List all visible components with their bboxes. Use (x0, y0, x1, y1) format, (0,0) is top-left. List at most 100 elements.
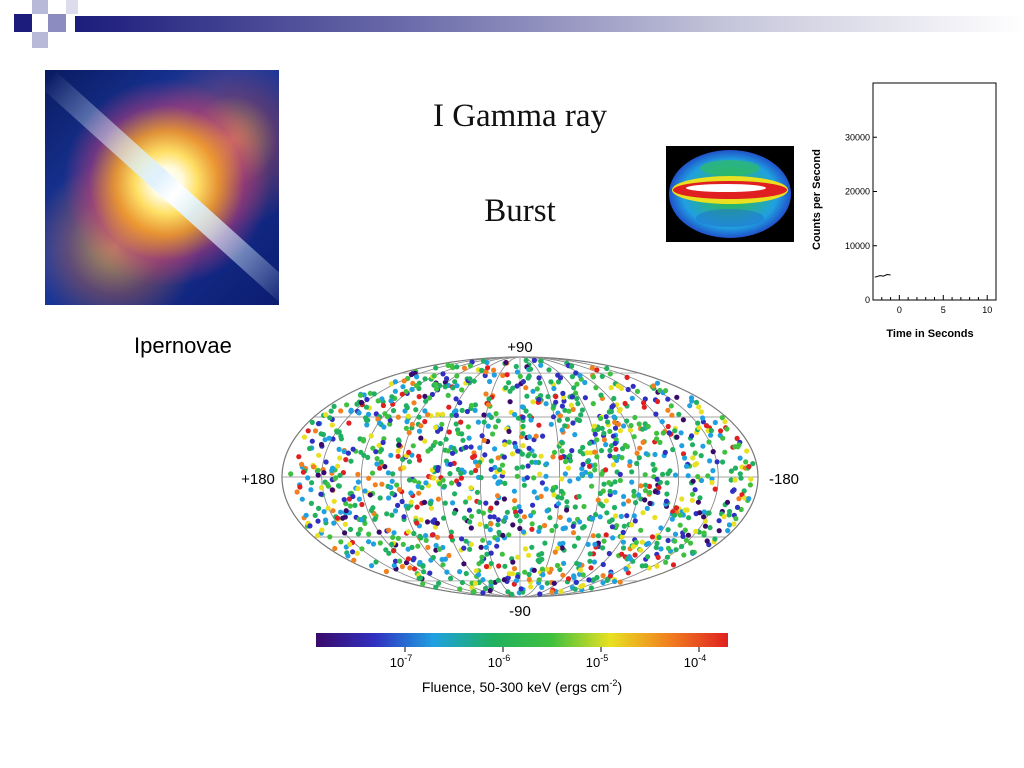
colorbar-ticks: 10-7 10-6 10-5 10-4 (390, 647, 706, 670)
burst-dot (746, 464, 752, 470)
burst-dot (538, 453, 544, 459)
burst-dot (695, 420, 701, 426)
header-square (14, 14, 32, 32)
burst-dot (309, 419, 315, 425)
burst-dot (703, 423, 710, 429)
burst-dot (574, 560, 580, 566)
burst-dot (411, 555, 417, 561)
burst-dot (482, 585, 489, 592)
burst-dot (341, 449, 347, 455)
burst-dot (712, 419, 718, 426)
burst-dot (356, 410, 362, 416)
burst-dot (308, 487, 314, 493)
burst-dot (377, 540, 383, 546)
burst-dot (566, 517, 572, 523)
burst-dot (389, 490, 395, 496)
colorbar-tick-label: 10-7 (390, 653, 412, 670)
burst-dot (446, 552, 452, 559)
burst-dot (345, 450, 351, 456)
burst-dot (629, 522, 635, 528)
burst-dot (405, 546, 411, 552)
burst-dot (556, 417, 562, 423)
burst-dot (559, 427, 565, 433)
burst-dot (734, 504, 741, 510)
burst-dot (459, 387, 465, 393)
burst-dot (374, 456, 380, 462)
burst-dot (655, 554, 661, 560)
burst-dot (582, 395, 588, 401)
burst-dot (551, 492, 557, 498)
colorbar-tick-label: 10-5 (586, 653, 608, 670)
burst-dot (664, 491, 670, 497)
y-tick-label: 20000 (845, 187, 870, 197)
burst-dot (630, 544, 636, 550)
burst-dot (316, 452, 322, 458)
burst-dot (468, 470, 474, 476)
burst-dot (367, 390, 373, 396)
burst-dot (494, 543, 500, 549)
burst-dot (624, 444, 630, 450)
label-left: +180 (241, 471, 275, 488)
burst-dot (539, 566, 545, 572)
burst-dot (600, 580, 606, 586)
burst-dot (377, 495, 383, 501)
burst-dot (686, 515, 692, 521)
burst-dot (528, 417, 534, 423)
burst-dot (395, 535, 401, 541)
burst-dot (482, 452, 488, 458)
burst-dot (423, 398, 429, 404)
burst-dot (707, 458, 713, 464)
burst-dot (572, 432, 578, 438)
burst-dot (678, 430, 684, 436)
burst-dot (616, 408, 622, 414)
burst-dot (559, 476, 565, 482)
burst-dot (536, 375, 542, 381)
burst-dot (350, 549, 356, 555)
burst-dot (565, 465, 572, 471)
burst-dot (389, 541, 395, 547)
burst-dot (607, 488, 613, 494)
burst-dot (492, 446, 498, 452)
burst-dot (612, 479, 618, 485)
burst-dot (491, 514, 497, 520)
burst-dot (299, 496, 305, 502)
burst-dot (439, 421, 445, 427)
burst-dot (698, 477, 705, 484)
burst-dot (544, 580, 550, 586)
burst-dots (288, 357, 756, 597)
burst-dot (604, 510, 610, 516)
burst-dot (701, 509, 707, 515)
burst-dot (383, 568, 389, 575)
burst-dot (553, 523, 559, 529)
burst-dot (496, 529, 502, 535)
burst-dot (608, 385, 614, 391)
burst-dot (407, 565, 413, 571)
burst-dot (599, 425, 605, 431)
burst-dot (682, 455, 688, 461)
burst-dot (680, 417, 686, 423)
burst-dot (598, 501, 604, 507)
burst-dot (611, 414, 617, 420)
jet-beam (45, 70, 279, 305)
burst-dot (620, 539, 626, 545)
burst-dot (301, 434, 307, 440)
burst-dot (526, 434, 532, 440)
burst-dot (519, 404, 525, 410)
burst-dot (533, 459, 539, 465)
burst-dot (335, 515, 341, 521)
burst-dot (366, 539, 372, 545)
burst-dot (356, 496, 362, 502)
burst-dot (696, 404, 702, 410)
burst-dot (517, 508, 524, 514)
burst-dot (741, 488, 747, 494)
burst-dot (425, 412, 431, 418)
burst-dot (437, 440, 443, 447)
burst-dot (485, 365, 491, 371)
burst-dot (586, 577, 592, 583)
burst-dot (468, 402, 475, 409)
burst-dot (405, 413, 411, 419)
burst-dot (409, 544, 415, 550)
burst-dot (452, 491, 458, 497)
burst-dot (303, 512, 309, 518)
burst-dot (742, 495, 748, 501)
